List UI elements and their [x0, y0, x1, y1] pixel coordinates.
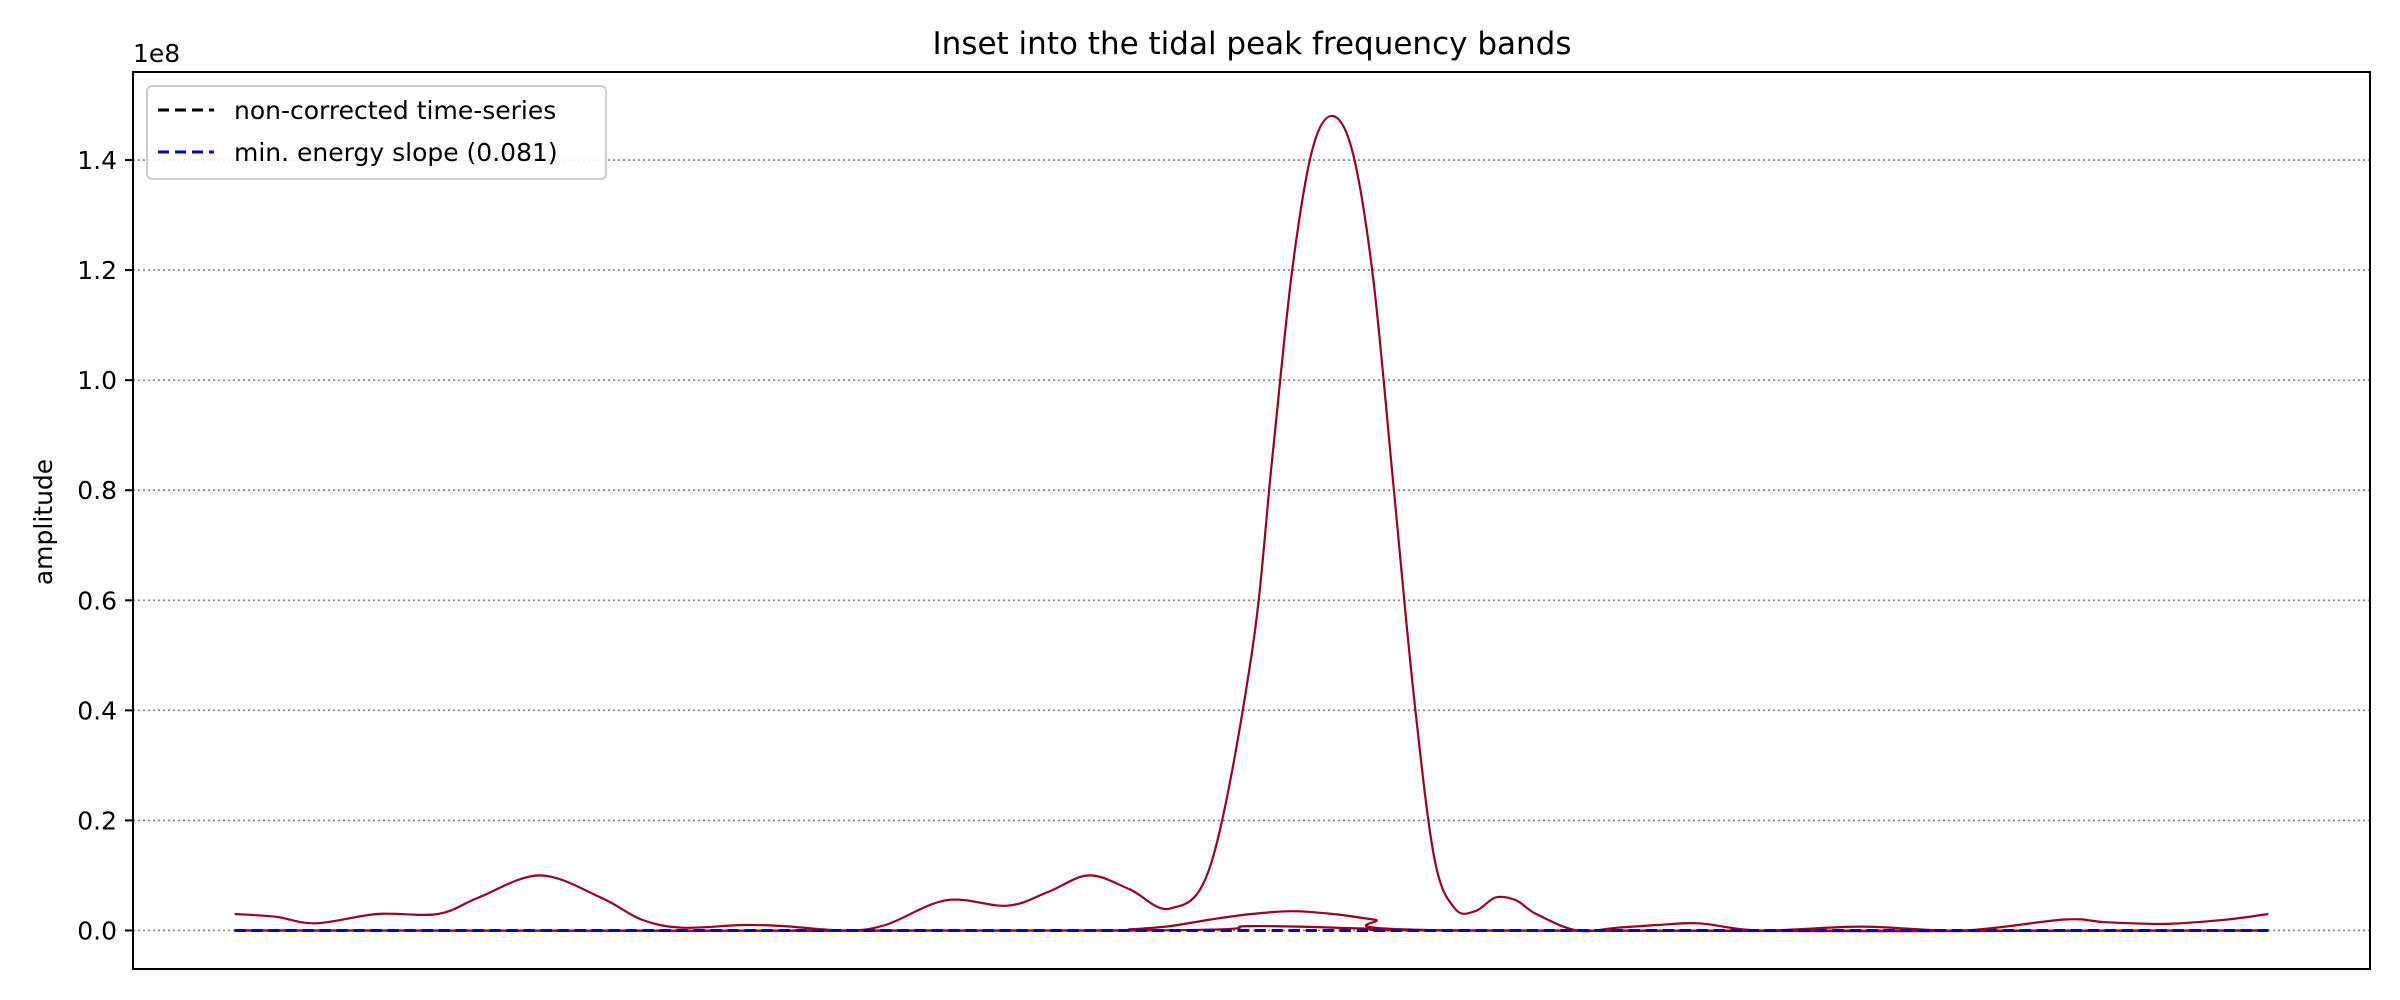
y-tick-label-5: 1.0	[77, 366, 117, 395]
chart-title: Inset into the tidal peak frequency band…	[933, 26, 1572, 62]
y-axis-label: amplitude	[29, 459, 58, 585]
y-tick-label-2: 0.4	[77, 696, 117, 725]
y-tick-label-6: 1.2	[77, 256, 117, 285]
plot-frame	[132, 71, 2371, 970]
legend-label-1: min. energy slope (0.081)	[234, 138, 558, 167]
y-axis-offset-label: 1e8	[133, 39, 180, 68]
legend-box	[146, 85, 607, 180]
legend-label-0: non-corrected time-series	[234, 96, 556, 125]
series-layer	[234, 114, 2269, 933]
y-tick-label-1: 0.2	[77, 806, 117, 835]
series-0-line	[234, 114, 2269, 933]
y-tick-label-0: 0.0	[77, 916, 117, 945]
y-axis: 0.0 0.2 0.4 0.6 0.8 1.0 1.2 1.4	[77, 146, 133, 945]
y-tick-label-3: 0.6	[77, 586, 117, 615]
legend: non-corrected time-series min. energy slo…	[146, 85, 607, 180]
y-tick-label-7: 1.4	[77, 146, 117, 175]
plot-area-background	[133, 72, 2370, 969]
y-tick-label-4: 0.8	[77, 476, 117, 505]
